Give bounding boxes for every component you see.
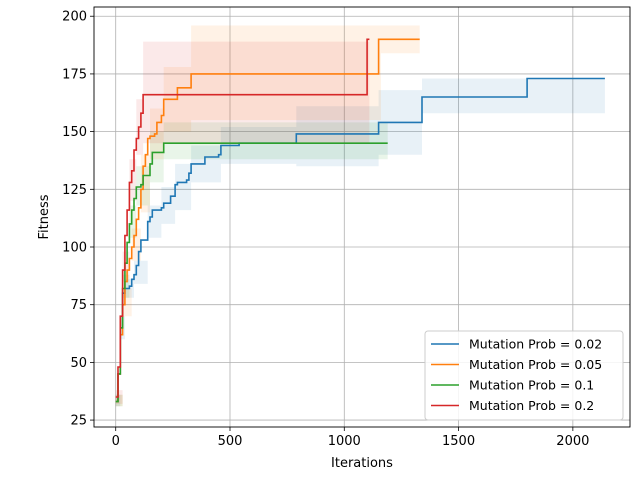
legend-label-4: Mutation Prob = 0.2 (469, 398, 594, 413)
band-series-3 (115, 122, 388, 407)
y-tick-label: 50 (70, 356, 87, 371)
confidence-bands (115, 25, 605, 407)
y-tick-label: 25 (70, 414, 87, 429)
x-tick-label: 500 (218, 434, 243, 449)
legend-label-1: Mutation Prob = 0.02 (469, 337, 602, 352)
band-series-1 (115, 78, 605, 407)
grid (94, 7, 630, 427)
series-lines (115, 38, 605, 403)
x-tick-label: 1000 (328, 434, 361, 449)
y-tick-label: 150 (62, 125, 87, 140)
legend: Mutation Prob = 0.02 Mutation Prob = 0.05… (424, 330, 624, 421)
y-axis-label: Fitness (37, 194, 52, 239)
band-series-4 (115, 41, 370, 404)
x-tick-label: 0 (112, 434, 120, 449)
legend-label-2: Mutation Prob = 0.05 (469, 357, 602, 372)
y-tick-label: 125 (62, 183, 87, 198)
y-tick-label: 75 (70, 298, 87, 313)
x-tick-label: 2000 (556, 434, 589, 449)
line-series-1 (115, 77, 605, 403)
legend-label-3: Mutation Prob = 0.1 (469, 378, 594, 393)
line-series-3 (115, 142, 388, 403)
x-axis-label: Iterations (331, 456, 393, 471)
axis-ticks: 0 500 1000 1500 2000 25 50 75 100 125 150 175 200 (62, 10, 589, 449)
y-tick-label: 200 (62, 10, 87, 25)
x-tick-label: 1500 (442, 434, 475, 449)
y-tick-label: 175 (62, 67, 87, 82)
line-series-4 (115, 38, 370, 398)
band-series-2 (115, 25, 420, 407)
y-tick-label: 100 (62, 241, 87, 256)
legend-box (424, 330, 624, 421)
plot-frame (93, 6, 631, 428)
